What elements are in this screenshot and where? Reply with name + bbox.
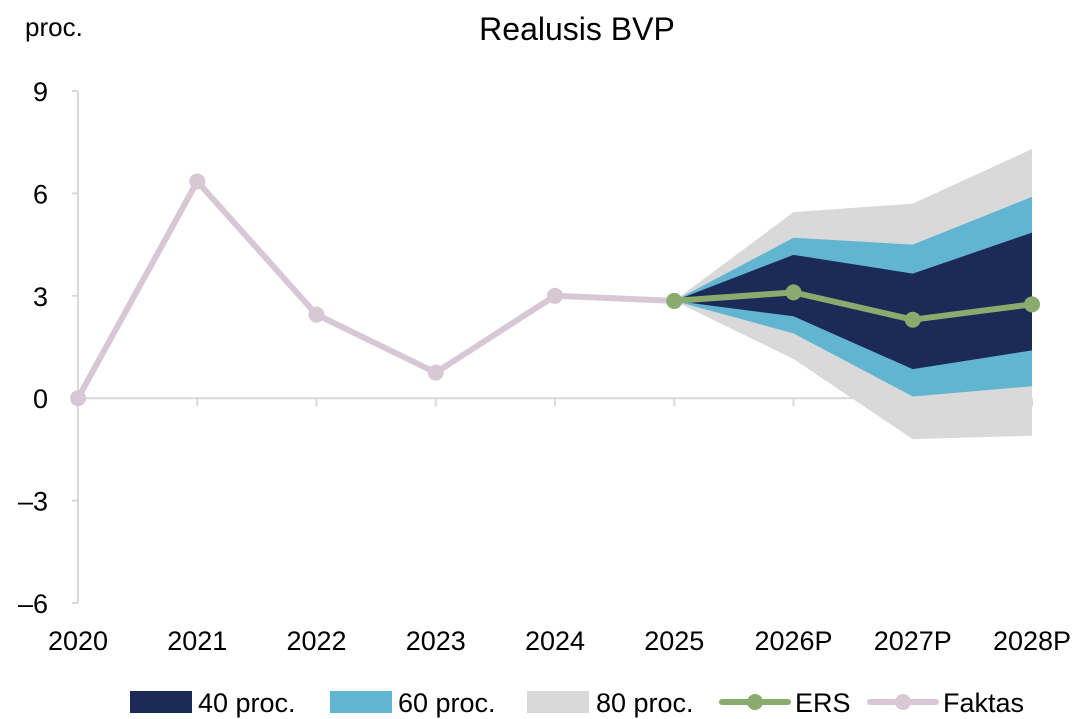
y-tick-label: –3	[18, 487, 48, 517]
data-point-ers	[666, 292, 683, 309]
legend: 40 proc. 60 proc. 80 proc. ERS Faktas	[130, 688, 1024, 718]
legend-label-60-proc: 60 proc.	[398, 688, 496, 718]
data-point-faktas	[427, 364, 444, 381]
legend-marker-faktas	[895, 694, 911, 710]
x-tick-label: 2026P	[754, 626, 832, 656]
chart-title: Realusis BVP	[479, 11, 675, 47]
data-point-faktas	[189, 173, 206, 190]
x-tick-label: 2027P	[874, 626, 952, 656]
legend-label-80-proc: 80 proc.	[596, 688, 694, 718]
fan-band-40-proc	[674, 232, 1032, 370]
series-line-ers	[671, 289, 1035, 323]
data-point-ers	[904, 311, 921, 328]
data-point-faktas	[308, 306, 325, 323]
y-tick-label: 3	[33, 282, 48, 312]
y-tick-label: –6	[18, 589, 48, 619]
data-point-ers	[1024, 296, 1040, 313]
x-tick-label: 2025	[644, 626, 704, 656]
data-point-faktas	[547, 287, 563, 304]
y-tick-label: 9	[33, 77, 48, 107]
data-point-faktas	[70, 390, 86, 407]
legend-swatch-80-proc	[527, 691, 589, 713]
x-tick-label: 2021	[167, 626, 227, 656]
x-tick-label: 2024	[525, 626, 585, 656]
series-line-faktas	[75, 178, 678, 402]
legend-swatch-40-proc	[130, 691, 192, 713]
y-axis-unit-label: proc.	[25, 12, 83, 42]
legend-label-ers: ERS	[795, 688, 851, 718]
x-tick-label: 2028P	[993, 626, 1071, 656]
legend-swatch-60-proc	[330, 691, 392, 713]
legend-label-faktas: Faktas	[943, 688, 1024, 718]
plot-area: –6 –3 0 3 6 9 2020 2021 2022 2023 2024 2025 2026P 202…	[18, 77, 1071, 656]
legend-marker-ers	[747, 694, 763, 710]
y-tick-label: 6	[33, 179, 48, 209]
legend-label-40-proc: 40 proc.	[198, 688, 296, 718]
x-tick-label: 2022	[286, 626, 346, 656]
y-tick-label: 0	[33, 384, 48, 414]
data-point-ers	[785, 284, 802, 301]
x-tick-label: 2023	[406, 626, 466, 656]
x-tick-label: 2020	[48, 626, 108, 656]
